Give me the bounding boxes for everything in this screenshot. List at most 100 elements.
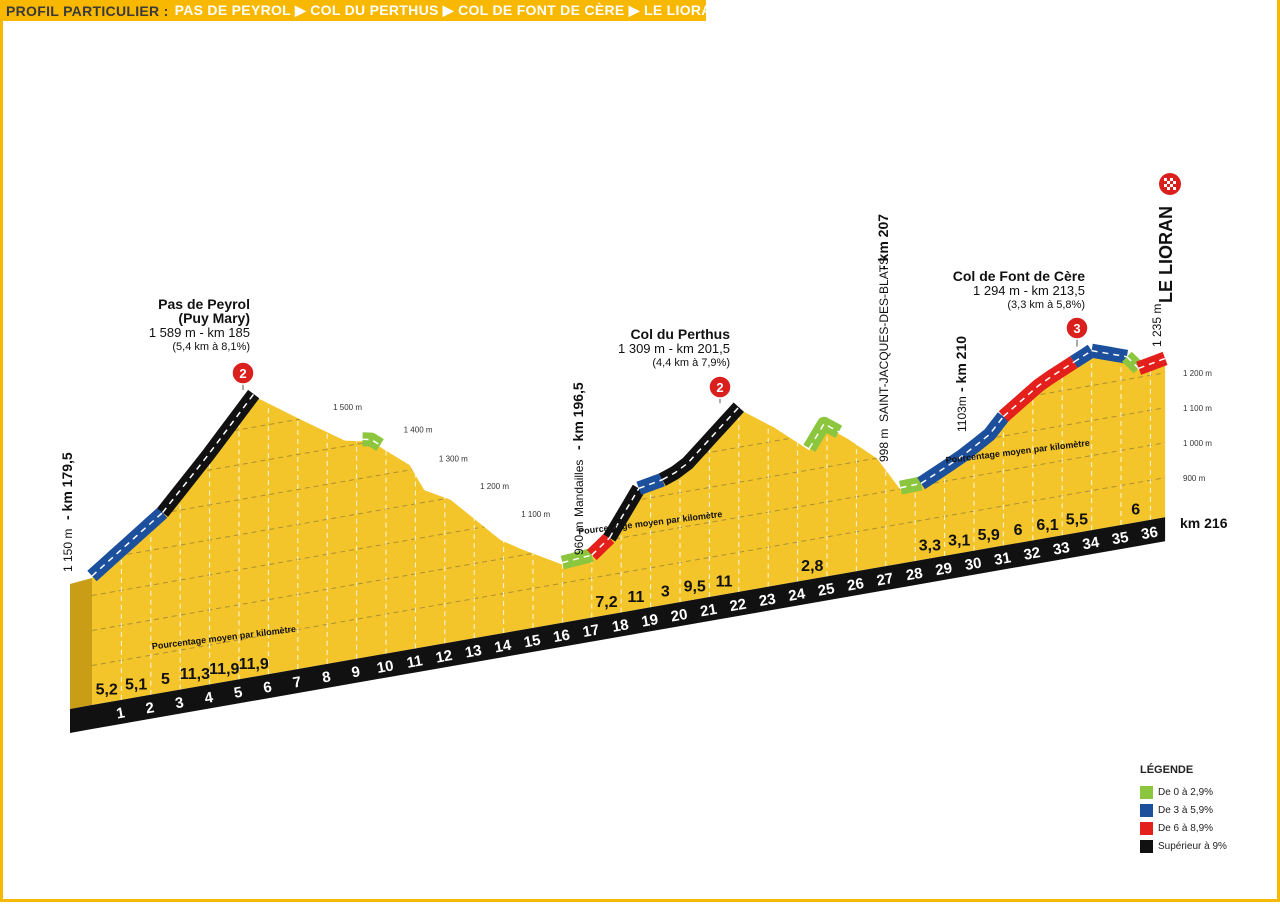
right-axis-label: 900 m xyxy=(1183,474,1206,483)
km-tick-label: 17 xyxy=(581,621,600,641)
checkered-flag-square xyxy=(1173,181,1176,184)
road-segment-green xyxy=(803,416,843,452)
mandailles-name: Mandailles xyxy=(572,460,586,517)
checkered-flag-square xyxy=(1164,178,1167,181)
road-centerline xyxy=(608,487,640,539)
km-tick-label: 12 xyxy=(434,647,453,667)
km-percentage-label: 5,5 xyxy=(1066,512,1088,529)
km-tick-label: 8 xyxy=(321,668,332,686)
mandailles-km: - km 196,5 xyxy=(570,382,586,450)
km-percentage-label: 3,1 xyxy=(948,532,970,549)
km-percentage-label: 5 xyxy=(161,671,170,688)
climb-detail: (4,4 km à 7,9%) xyxy=(652,357,730,369)
climb-name: Col de Font de Cère xyxy=(953,268,1085,284)
title-prefix: PROFIL PARTICULIER : xyxy=(6,2,169,19)
km-tick-label: 21 xyxy=(699,601,718,621)
climb-name: Pas de Peyrol xyxy=(158,296,250,312)
road-centerline xyxy=(1138,357,1166,370)
km-percentage-label: 5,9 xyxy=(978,527,1000,544)
road-centerline xyxy=(1002,361,1075,418)
legend-swatch xyxy=(1140,803,1153,817)
km-percentage-label: 3,3 xyxy=(919,537,941,554)
km-tick-label: 18 xyxy=(611,616,630,636)
checkered-flag-square xyxy=(1164,184,1167,187)
legend-swatch xyxy=(1140,785,1153,799)
profile-area xyxy=(92,352,1166,706)
road-centerline xyxy=(1126,356,1140,369)
km-percentage-label: 3 xyxy=(661,584,670,601)
km-tick-label: 2 xyxy=(144,699,155,717)
right-axis-label: 1 100 m xyxy=(1183,404,1212,413)
km-tick-label: 26 xyxy=(846,575,865,595)
road-centerline xyxy=(161,393,255,514)
road-centerline xyxy=(362,438,381,446)
profile-side-face xyxy=(70,578,92,710)
climb-name: Col du Perthus xyxy=(630,326,730,342)
km-tick-label: 29 xyxy=(934,560,953,580)
legend-swatch xyxy=(1140,839,1153,853)
legend-title: LÉGENDE xyxy=(1140,764,1194,776)
km-percentage-label: 2,8 xyxy=(801,558,823,575)
km-tick-label: 35 xyxy=(1111,529,1130,549)
road-centerline xyxy=(1091,349,1128,358)
road-centerline xyxy=(638,478,663,490)
km210-elevation: 1103m xyxy=(955,396,969,432)
inner-elevation-label: 1 100 m xyxy=(521,510,550,519)
km-axis-strip xyxy=(70,517,1166,734)
km-tick-label: 27 xyxy=(875,570,894,590)
km-percentage-label: 6 xyxy=(1014,522,1023,539)
title-route: PAS DE PEYROL ▶ COL DU PERTHUS ▶ COL DE … xyxy=(174,2,723,18)
km-percentage-label: 11,9 xyxy=(209,661,239,678)
right-axis-label: 1 000 m xyxy=(1183,439,1212,448)
legend-label: De 3 à 5,9% xyxy=(1158,804,1214,816)
road-centerline xyxy=(91,511,164,577)
km-percentage-label: 11,9 xyxy=(239,656,269,673)
road-centerline xyxy=(661,406,740,481)
legend-swatch xyxy=(1140,821,1153,835)
road-centerline xyxy=(920,416,1004,485)
km-tick-label: 34 xyxy=(1081,534,1101,554)
km-tick-label: 14 xyxy=(493,637,513,657)
km-tick-label: 22 xyxy=(728,596,747,616)
km-tick-label: 15 xyxy=(523,632,542,652)
km-percentage-label: 5,2 xyxy=(96,681,118,698)
climb-info: 1 294 m - km 213,5 xyxy=(973,283,1085,298)
road-centerline xyxy=(591,537,610,556)
km-tick-label: 5 xyxy=(233,684,244,702)
road-centerline xyxy=(1073,350,1093,363)
km-percentage-label: 9,5 xyxy=(684,579,706,596)
km-percentage-label: 11 xyxy=(716,573,733,590)
legend-label: De 0 à 2,9% xyxy=(1158,786,1214,798)
legend-item: De 3 à 5,9% xyxy=(1140,802,1227,818)
legend-item: Supérieur à 9% xyxy=(1140,838,1227,854)
km-tick-label: 31 xyxy=(993,549,1012,569)
inner-elevation-label: 1 400 m xyxy=(404,425,433,434)
climb-detail: (5,4 km à 8,1%) xyxy=(172,341,250,353)
checkered-flag-square xyxy=(1173,187,1176,190)
inner-elevation-label: 1 500 m xyxy=(333,403,362,412)
title-bar: PROFIL PARTICULIER : PAS DE PEYROL ▶ COL… xyxy=(0,0,722,21)
km-tick-label: 36 xyxy=(1140,524,1159,544)
km-tick-label: 19 xyxy=(640,611,659,631)
road-centerline xyxy=(900,482,922,489)
km-tick-label: 25 xyxy=(817,580,836,600)
category-badge-number: 2 xyxy=(239,366,246,381)
category-badge xyxy=(231,361,255,385)
finish-elevation: 1 235 m xyxy=(1150,304,1164,347)
km-tick-label: 10 xyxy=(376,657,395,677)
km-percentage-label: 11 xyxy=(627,589,644,606)
legend-item: De 0 à 2,9% xyxy=(1140,784,1227,800)
legend: LÉGENDE De 0 à 2,9% De 3 à 5,9% De 6 à 8,9… xyxy=(1140,764,1227,856)
checkered-flag-square xyxy=(1167,181,1170,184)
km-tick-label: 20 xyxy=(670,606,689,626)
km-tick-label: 6 xyxy=(262,679,273,697)
km-tick-label: 7 xyxy=(291,674,302,692)
km-tick-label: 3 xyxy=(174,694,185,712)
road-centerline xyxy=(562,554,592,564)
km-percentage-label: 11,3 xyxy=(180,666,210,683)
km-tick-label: 28 xyxy=(905,565,924,585)
category-badge-number: 3 xyxy=(1073,321,1080,336)
km-tick-label: 16 xyxy=(552,626,571,646)
category-badge xyxy=(708,375,732,399)
